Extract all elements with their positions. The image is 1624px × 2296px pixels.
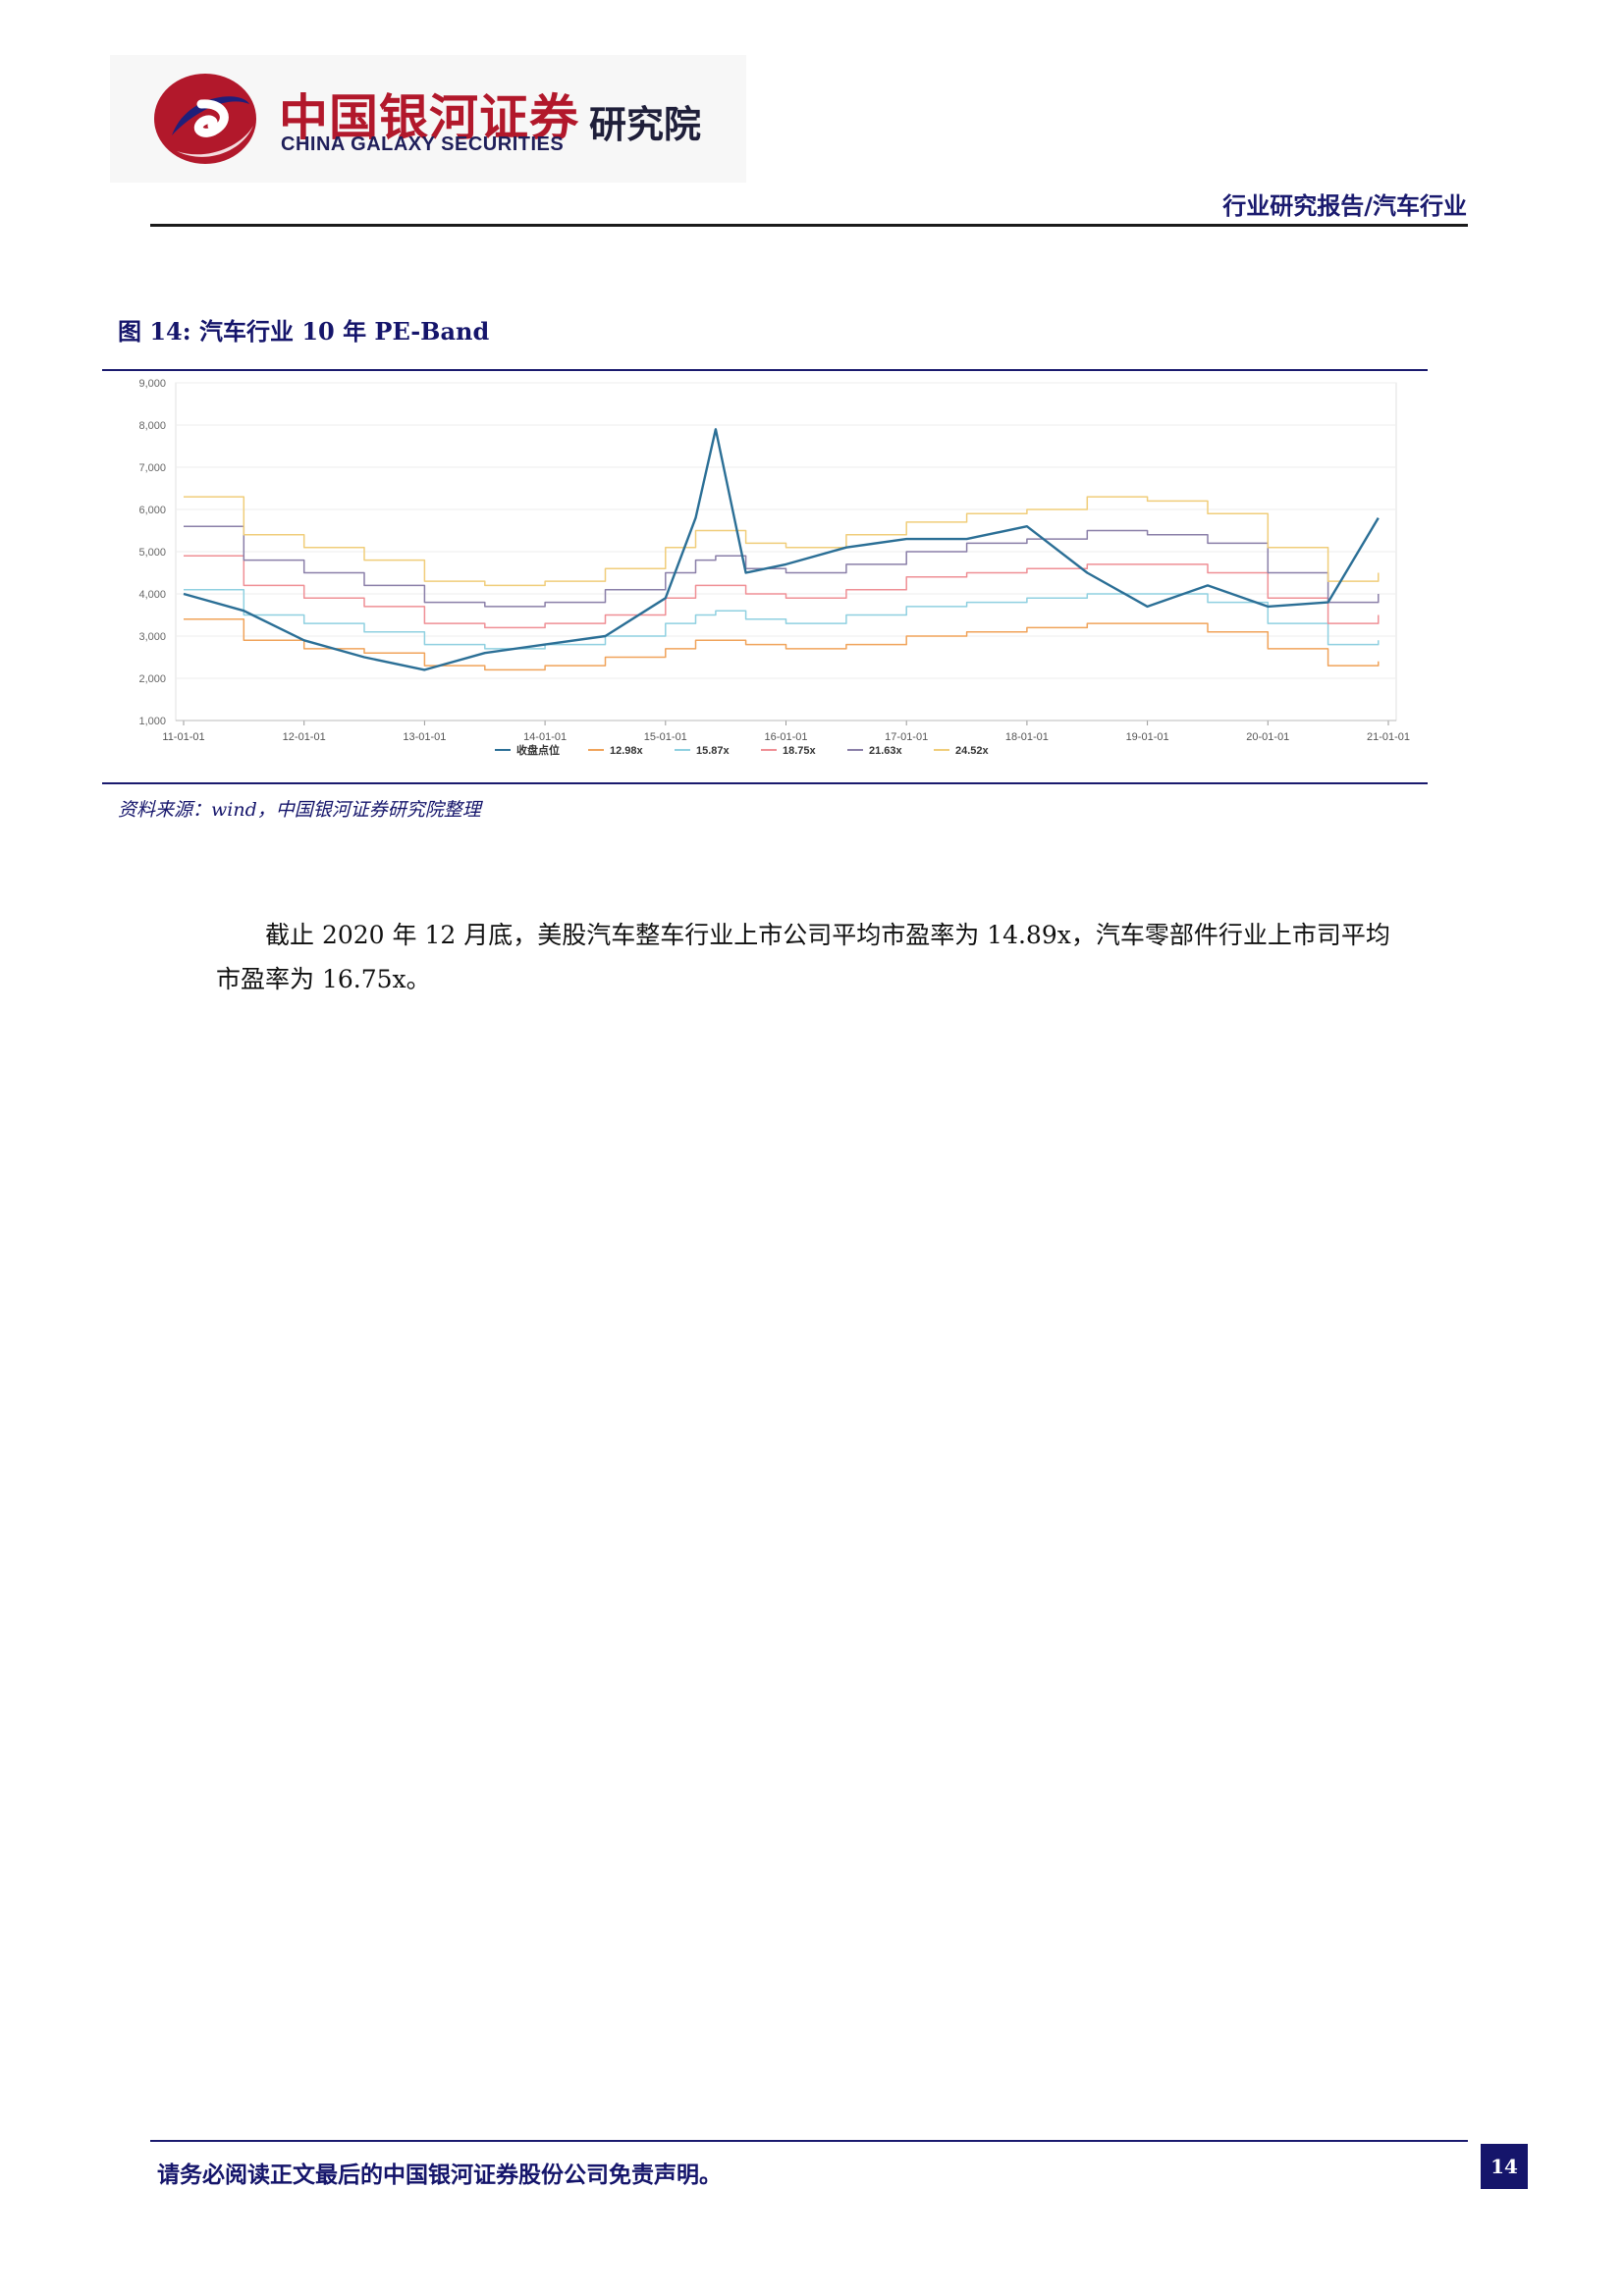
logo-english-name: CHINA GALAXY SECURITIES [281,133,565,155]
x-tick-label: 20-01-01 [1246,731,1289,743]
header-divider [150,224,1468,227]
series-line-b1298 [184,618,1380,671]
body-paragraph: 截止 2020 年 12 月底，美股汽车整车行业上市公司平均市盈率为 14.89… [216,921,1390,993]
figure-title: 图 14: 汽车行业 10 年 PE-Band [118,317,490,346]
logo-block: 中国银河证券 CHINA GALAXY SECURITIES 研究院 [110,55,746,183]
x-tick-label: 14-01-01 [523,731,567,743]
y-tick-label: 8,000 [138,420,166,432]
y-tick-label: 4,000 [138,589,166,601]
figure-bottom-rule [102,782,1428,784]
y-tick-label: 6,000 [138,505,166,516]
legend-label-b2452: 24.52x [955,745,990,757]
y-tick-label: 7,000 [138,462,166,474]
x-tick-label: 19-01-01 [1126,731,1169,743]
x-tick-label: 15-01-01 [644,731,687,743]
pe-band-chart: 1,000 2,000 3,000 4,000 5,000 6,000 7,000 8,000… [102,371,1428,781]
series-line-index [183,428,1380,671]
legend-label-b1587: 15.87x [696,745,731,757]
chart-svg: 1,000 2,000 3,000 4,000 5,000 6,000 7,000 8,000… [138,378,1410,757]
y-tick-label: 3,000 [138,631,166,643]
logo-institute: 研究院 [589,103,702,146]
x-tick-label: 11-01-01 [162,731,204,743]
x-tick-label: 16-01-01 [764,731,807,743]
footer-disclaimer: 请务必阅读正文最后的中国银河证券股份公司免责声明。 [157,2163,722,2188]
footer-divider [150,2140,1468,2142]
x-tick-label: 13-01-01 [403,731,446,743]
legend-label-b1298: 12.98x [610,745,644,757]
legend-label-b1875: 18.75x [783,745,817,757]
legend-label-b2163: 21.63x [869,745,903,757]
series-line-b1875 [184,555,1380,629]
figure-top-rule [102,369,1428,371]
logo-chinese-name: 中国银河证券 [279,89,579,146]
x-tick-label: 21-01-01 [1367,731,1410,743]
report-category: 行业研究报告/汽车行业 [1222,192,1467,220]
figure-source: 资料来源：wind，中国银河证券研究院整理 [118,799,481,821]
series-line-b1587 [184,588,1380,650]
y-tick-label: 5,000 [138,547,166,559]
y-tick-label: 1,000 [138,716,166,727]
body-text: 截止 2020 年 12 月底，美股汽车整车行业上市公司平均市盈率为 14.89… [216,913,1394,1001]
x-tick-label: 18-01-01 [1005,731,1049,743]
x-tick-label: 12-01-01 [283,731,326,743]
series-line-b2452 [184,496,1380,587]
page-number: 14 [1481,2144,1528,2189]
x-tick-label: 17-01-01 [885,731,928,743]
y-tick-label: 2,000 [138,673,166,685]
y-tick-label: 9,000 [138,378,166,390]
galaxy-logo-icon [154,74,256,164]
legend-label-index: 收盘点位 [516,743,560,757]
